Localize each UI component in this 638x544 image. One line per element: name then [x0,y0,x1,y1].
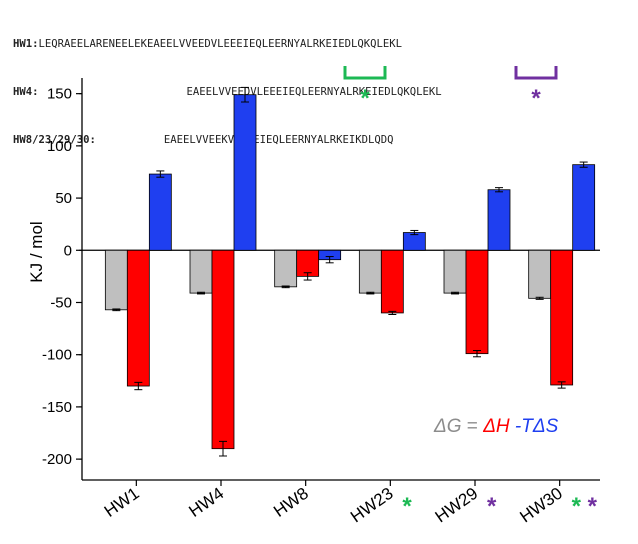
bar [380,249,404,314]
bar [211,249,235,450]
equation-tds: -TΔS [510,416,559,437]
sequence-text: LEQRAEELARENEELEKEAEELVVEEDVLEEEIEQLEERN… [38,38,403,50]
equation-equals: = [462,416,484,437]
mutation-bracket-purple [514,66,558,80]
equation-dg: ΔG [433,416,462,437]
x-tick-label: HW4 [185,484,227,521]
bar [358,249,382,294]
bar [465,249,489,355]
bar [104,249,128,311]
mutation-bracket-green [343,66,387,80]
bar [572,164,596,251]
bar [487,189,511,251]
bar [443,249,467,294]
y-axis-label: KJ / mol [27,221,46,282]
bar [274,249,298,288]
y-tick-label: 100 [47,138,72,155]
sequence-row: HW8/23/29/30: EAEELVVEEKVLEDEIEQLEERNYALR… [13,132,442,148]
y-tick-label: -150 [42,399,72,416]
y-tick-label: 50 [55,190,72,207]
y-tick-label: -100 [42,347,72,364]
thermo-equation: ΔG = ΔH -TΔS [433,416,559,437]
bar [148,173,172,251]
category-star-green: * [402,493,412,520]
sequence-row: HW1:LEQRAEELARENEELEKEAEELVVEEDVLEEEIEQL… [13,36,442,52]
x-tick-label: HW8 [270,484,312,521]
sequence-label: HW4: [13,86,39,98]
bar [528,249,552,299]
y-tick-label: -200 [42,451,72,468]
bar [189,249,213,294]
bar [402,232,426,251]
bar [233,94,257,251]
sequence-label: HW8/23/29/30: [13,134,96,146]
category-star-purple: * [487,493,497,520]
mutation-star-green: * [360,85,370,112]
bar [126,249,150,387]
bar [550,249,574,386]
x-tick-label: HW30 [516,484,566,527]
y-tick-label: -50 [50,294,72,311]
mutation-star-purple: * [531,85,541,112]
sequence-label: HW1: [13,38,39,50]
category-star-green: * [572,493,582,520]
x-tick-label: HW1 [101,484,143,521]
x-tick-label: HW23 [347,484,397,527]
category-star-purple: * [588,493,598,520]
y-tick-label: 150 [47,86,72,103]
y-tick-label: 0 [64,242,72,259]
x-tick-label: HW29 [432,484,482,527]
equation-dh: ΔH [482,416,510,437]
sequence-text: EAEELVVEEKVLEDEIEQLEERNYALRKEIKDLQDQ [163,134,394,146]
